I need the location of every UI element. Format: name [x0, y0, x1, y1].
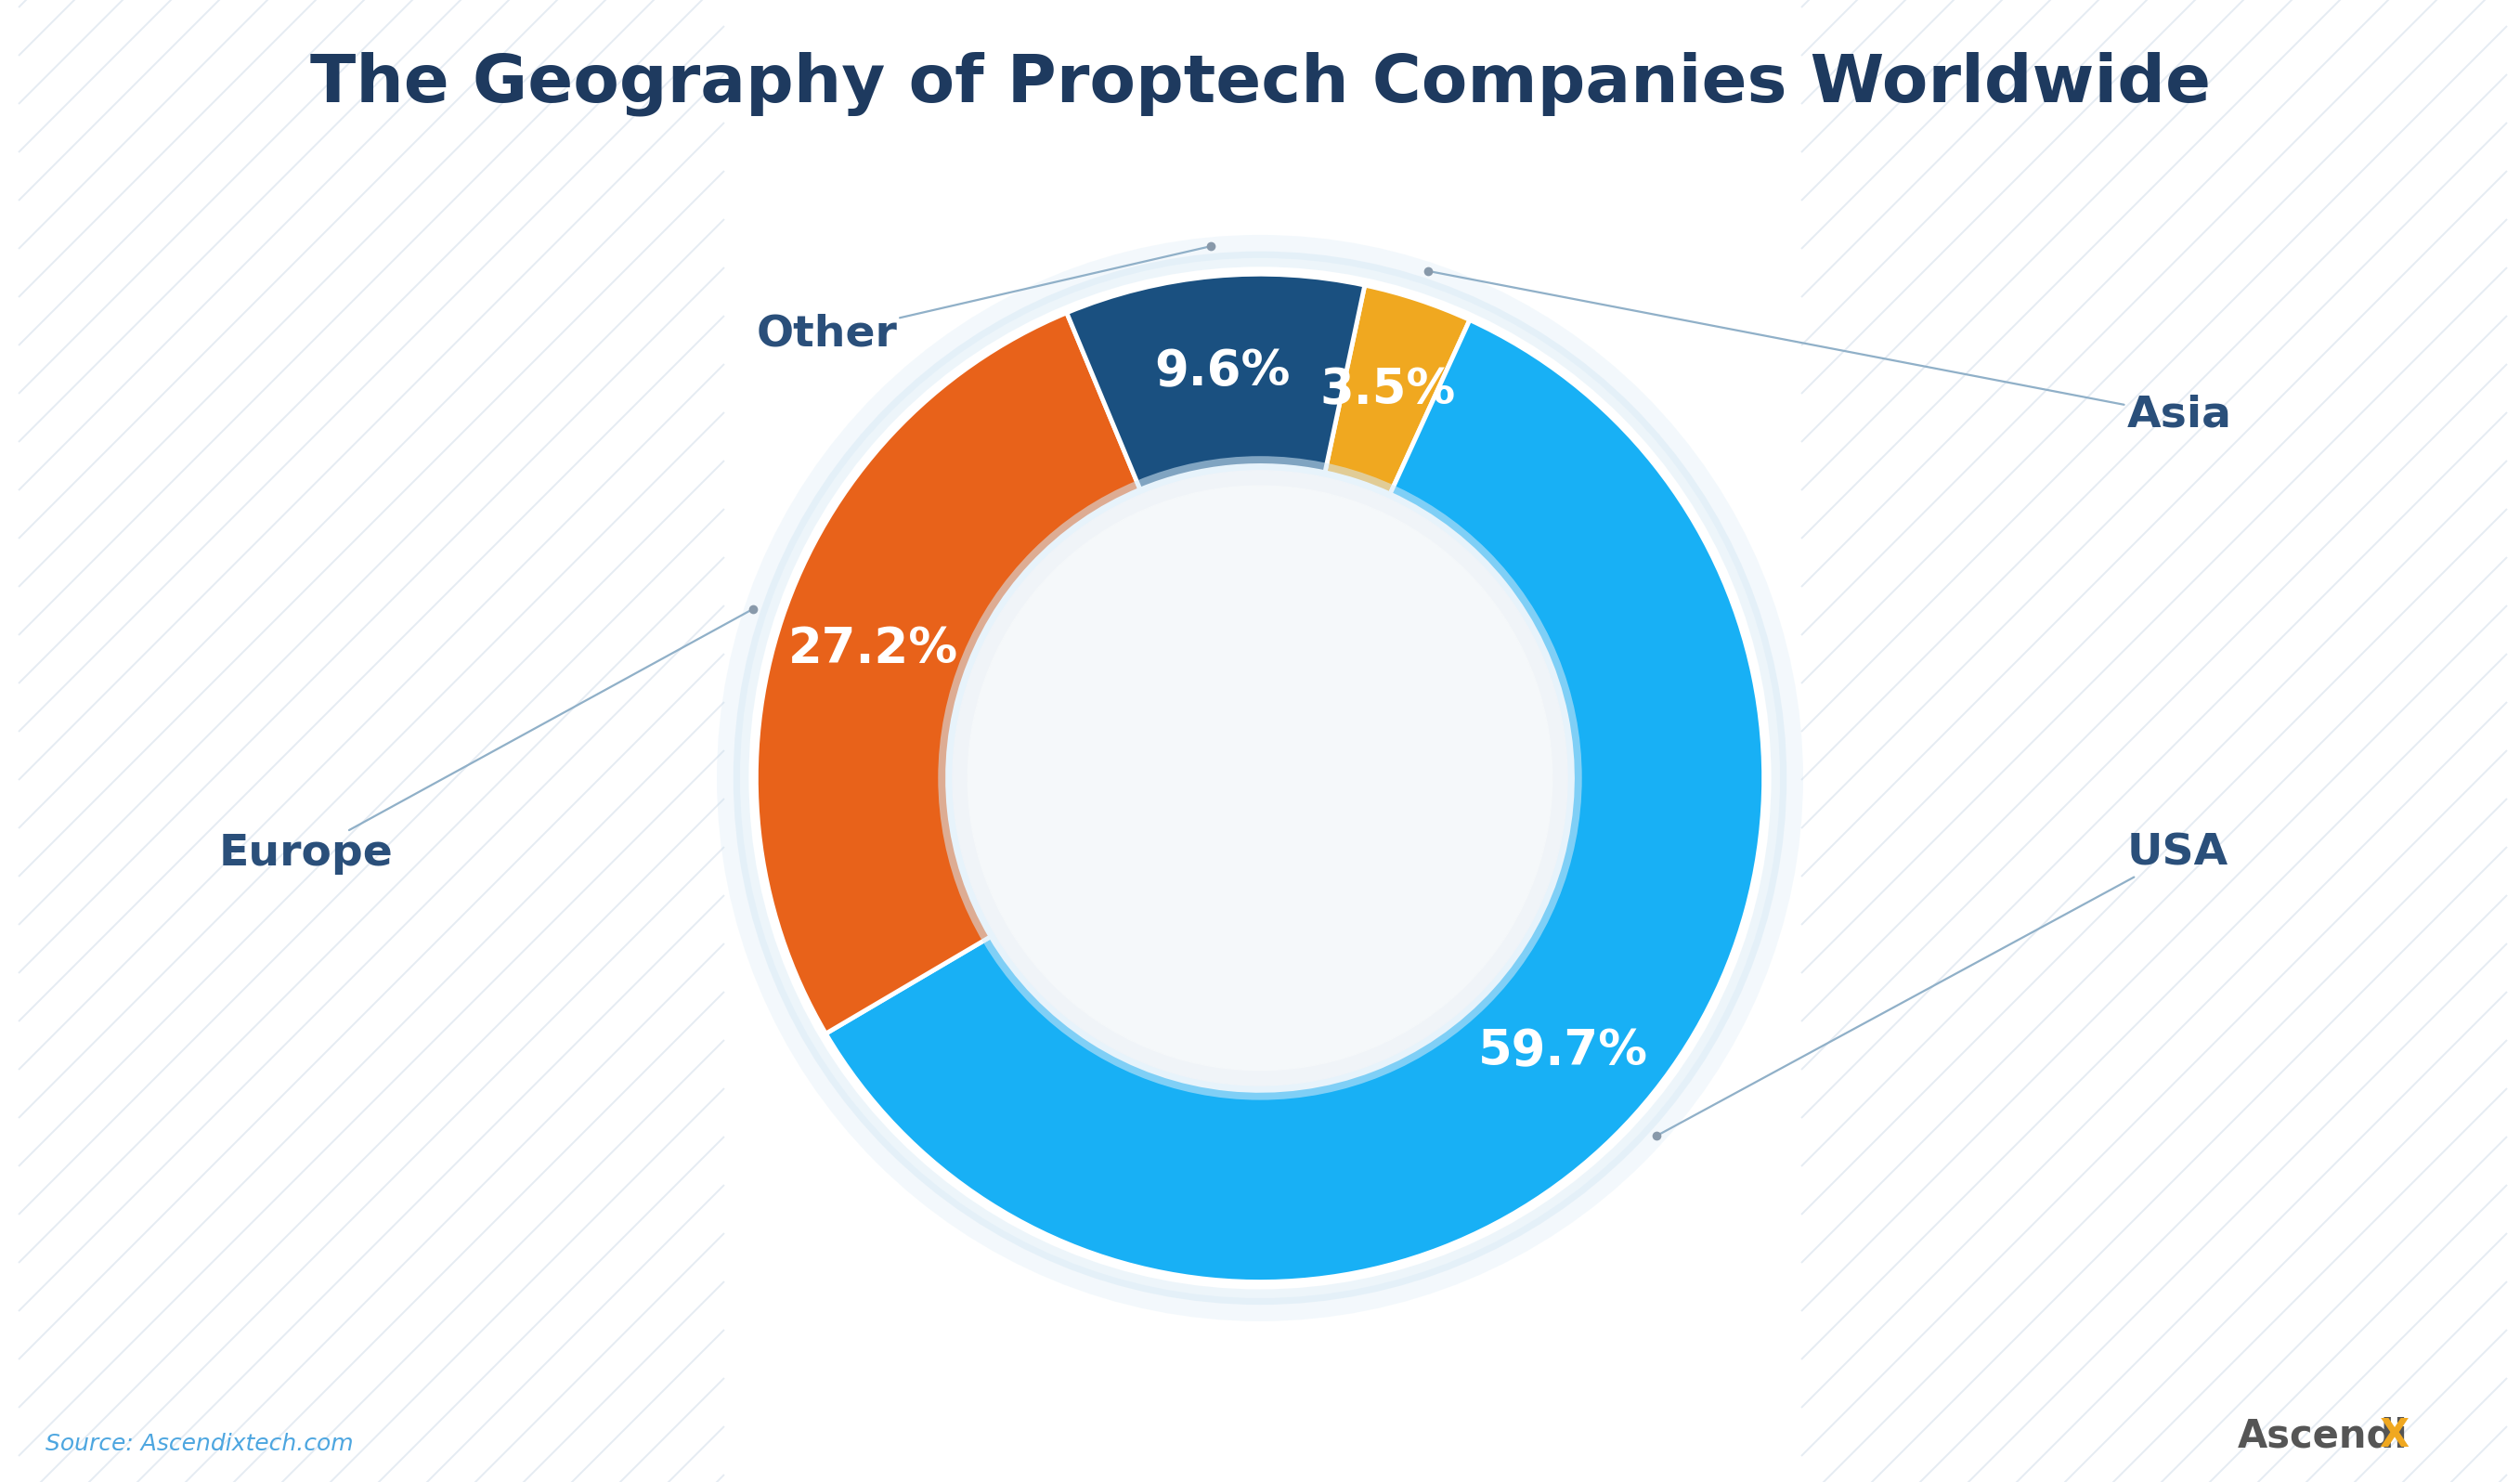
Text: Other: Other	[756, 246, 1210, 356]
Text: Asia: Asia	[1429, 271, 2233, 436]
Text: 27.2%: 27.2%	[789, 624, 958, 673]
Text: Europe: Europe	[219, 609, 753, 874]
Text: 3.5%: 3.5%	[1320, 366, 1457, 415]
Circle shape	[968, 486, 1552, 1070]
Text: 59.7%: 59.7%	[1479, 1027, 1648, 1076]
Text: Ascendi: Ascendi	[2238, 1417, 2409, 1455]
Text: The Geography of Proptech Companies Worldwide: The Geography of Proptech Companies Worl…	[310, 52, 2210, 117]
Text: X: X	[2379, 1417, 2409, 1455]
Wedge shape	[756, 313, 1139, 1033]
Circle shape	[953, 471, 1567, 1085]
Wedge shape	[827, 320, 1764, 1282]
Wedge shape	[1326, 285, 1469, 494]
Text: Source: Ascendixtech.com: Source: Ascendixtech.com	[45, 1433, 353, 1455]
Text: USA: USA	[1656, 833, 2228, 1135]
Wedge shape	[1066, 274, 1366, 489]
Text: 9.6%: 9.6%	[1154, 347, 1290, 396]
